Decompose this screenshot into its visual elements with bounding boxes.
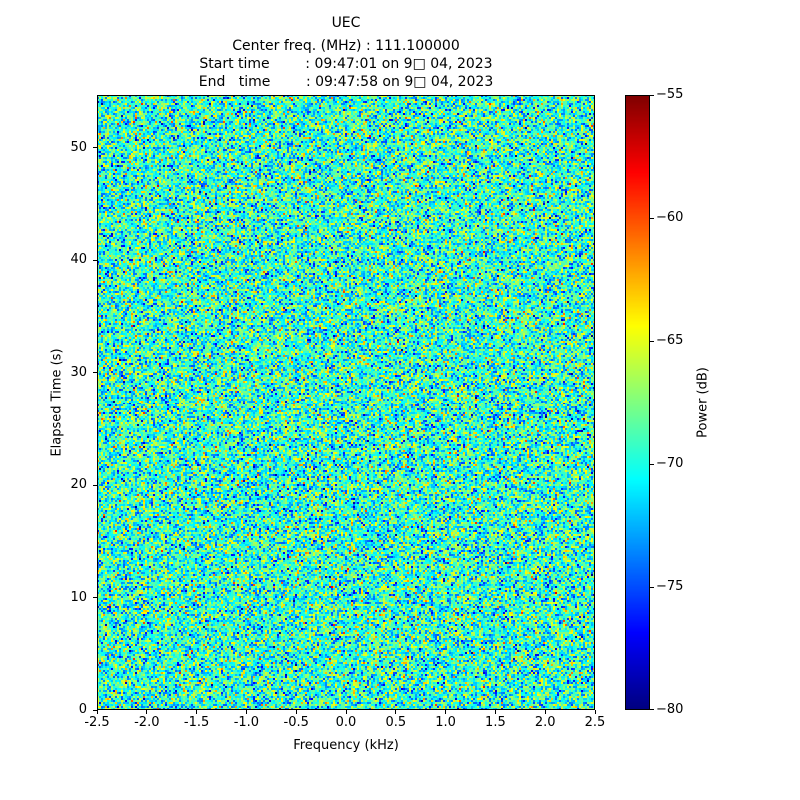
x-tick-label: 0.5 (385, 715, 407, 730)
x-tick-label: 0.0 (335, 715, 357, 730)
y-tick-label: 10 (70, 589, 87, 605)
y-tick-mark (93, 372, 97, 374)
colorbar-tick-mark (650, 217, 654, 219)
colorbar-tick-label: −60 (656, 210, 684, 225)
x-tick-mark (544, 710, 546, 714)
x-tick-mark (594, 710, 596, 714)
colorbar-canvas (625, 95, 650, 710)
x-axis-label: Frequency (kHz) (293, 738, 399, 753)
colorbar-tick-mark (650, 586, 654, 588)
x-tick-label: 2.0 (534, 715, 556, 730)
colorbar-tick-mark (650, 463, 654, 465)
x-tick-mark (345, 710, 347, 714)
x-tick-label: 1.0 (435, 715, 456, 730)
y-tick-mark (93, 147, 97, 149)
colorbar-tick-mark (650, 340, 654, 342)
spectrogram-canvas (97, 95, 595, 710)
x-tick-mark (196, 710, 198, 714)
colorbar-tick-mark (650, 708, 654, 710)
y-tick-label: 30 (70, 364, 87, 380)
y-tick-label: 40 (70, 252, 87, 268)
y-tick-mark (93, 259, 97, 261)
colorbar-tick-mark (650, 94, 654, 96)
x-tick-mark (494, 710, 496, 714)
x-tick-mark (245, 710, 247, 714)
figure-title: UEC (331, 15, 361, 31)
x-tick-label: 2.5 (584, 715, 606, 730)
x-tick-label: -2.5 (84, 715, 110, 730)
x-tick-label: -0.5 (283, 715, 309, 730)
x-tick-label: -1.5 (183, 715, 210, 730)
x-tick-mark (96, 710, 98, 714)
y-tick-mark (93, 484, 97, 486)
y-tick-mark (93, 597, 97, 599)
end-time-line: End time : 09:47:58 on 9□ 04, 2023 (198, 74, 494, 90)
colorbar-tick-label: −70 (656, 456, 684, 471)
x-tick-label: 1.5 (485, 715, 506, 730)
x-tick-mark (146, 710, 148, 714)
start-time-line: Start time : 09:47:01 on 9□ 04, 2023 (199, 56, 493, 72)
x-tick-mark (295, 710, 297, 714)
y-tick-label: 0 (78, 702, 87, 717)
colorbar-tick-label: −65 (656, 333, 684, 348)
x-tick-mark (395, 710, 397, 714)
x-tick-mark (445, 710, 447, 714)
x-tick-label: -1.0 (233, 715, 260, 730)
x-tick-label: -2.0 (134, 715, 160, 730)
y-tick-label: 50 (70, 139, 87, 155)
y-tick-label: 20 (70, 477, 87, 493)
center-freq-line: Center freq. (MHz) : 111.100000 (232, 38, 460, 54)
y-tick-mark (93, 709, 97, 711)
colorbar-tick-label: −55 (656, 87, 684, 102)
colorbar-tick-label: −75 (656, 579, 684, 594)
colorbar-label: Power (dB) (695, 367, 711, 438)
y-axis-label: Elapsed Time (s) (49, 348, 65, 457)
colorbar-tick-label: −80 (656, 702, 684, 717)
